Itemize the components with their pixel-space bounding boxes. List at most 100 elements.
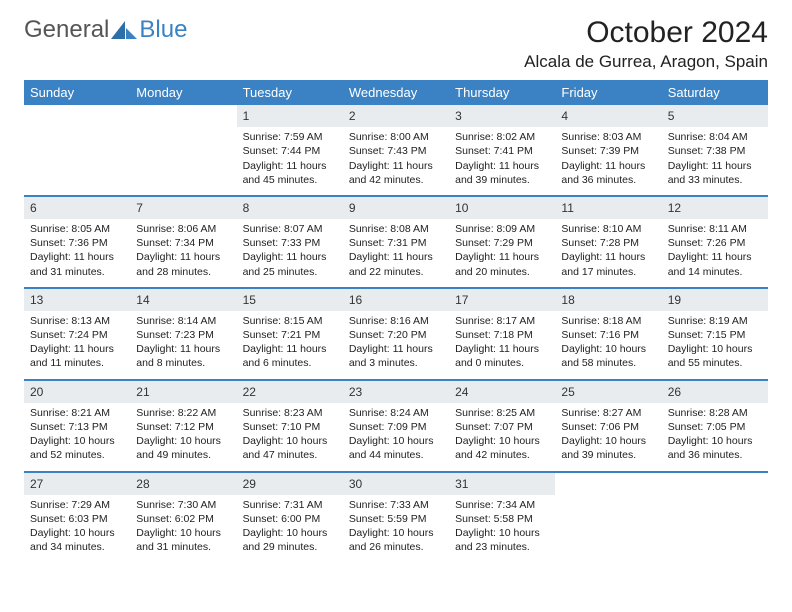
day-number: 23 (343, 381, 449, 403)
sunset-text: Sunset: 6:02 PM (136, 512, 230, 526)
daylight-text: Daylight: 10 hours and 29 minutes. (243, 526, 337, 554)
daylight-text: Daylight: 11 hours and 0 minutes. (455, 342, 549, 370)
sunrise-text: Sunrise: 7:59 AM (243, 130, 337, 144)
day-number: 18 (555, 289, 661, 311)
day-number: 19 (662, 289, 768, 311)
daylight-text: Daylight: 10 hours and 31 minutes. (136, 526, 230, 554)
sunrise-text: Sunrise: 7:33 AM (349, 498, 443, 512)
daylight-text: Daylight: 10 hours and 49 minutes. (136, 434, 230, 462)
day-number: 1 (237, 105, 343, 127)
calendar-day-cell: 6Sunrise: 8:05 AMSunset: 7:36 PMDaylight… (24, 196, 130, 288)
sunrise-text: Sunrise: 8:02 AM (455, 130, 549, 144)
page-header: General Blue October 2024 Alcala de Gurr… (24, 16, 768, 72)
day-number: 6 (24, 197, 130, 219)
sunrise-text: Sunrise: 8:25 AM (455, 406, 549, 420)
calendar-day-cell: 25Sunrise: 8:27 AMSunset: 7:06 PMDayligh… (555, 380, 661, 472)
calendar-day-cell: 21Sunrise: 8:22 AMSunset: 7:12 PMDayligh… (130, 380, 236, 472)
sunset-text: Sunset: 7:31 PM (349, 236, 443, 250)
weekday-header: Thursday (449, 80, 555, 105)
calendar-day-cell: 23Sunrise: 8:24 AMSunset: 7:09 PMDayligh… (343, 380, 449, 472)
day-number: 2 (343, 105, 449, 127)
sunset-text: Sunset: 7:18 PM (455, 328, 549, 342)
sunrise-text: Sunrise: 8:13 AM (30, 314, 124, 328)
calendar-day-cell: 15Sunrise: 8:15 AMSunset: 7:21 PMDayligh… (237, 288, 343, 380)
sunrise-text: Sunrise: 8:22 AM (136, 406, 230, 420)
calendar-day-cell: .. (555, 472, 661, 563)
day-number: 25 (555, 381, 661, 403)
sunset-text: Sunset: 6:03 PM (30, 512, 124, 526)
calendar-day-cell: 12Sunrise: 8:11 AMSunset: 7:26 PMDayligh… (662, 196, 768, 288)
day-number: 3 (449, 105, 555, 127)
sunset-text: Sunset: 7:10 PM (243, 420, 337, 434)
day-details: Sunrise: 7:34 AMSunset: 5:58 PMDaylight:… (449, 495, 555, 563)
day-details: Sunrise: 8:08 AMSunset: 7:31 PMDaylight:… (343, 219, 449, 287)
weekday-header: Saturday (662, 80, 768, 105)
calendar-day-cell: 11Sunrise: 8:10 AMSunset: 7:28 PMDayligh… (555, 196, 661, 288)
daylight-text: Daylight: 11 hours and 11 minutes. (30, 342, 124, 370)
sunrise-text: Sunrise: 8:16 AM (349, 314, 443, 328)
sunrise-text: Sunrise: 8:11 AM (668, 222, 762, 236)
weekday-header: Monday (130, 80, 236, 105)
sunrise-text: Sunrise: 8:05 AM (30, 222, 124, 236)
sunrise-text: Sunrise: 8:15 AM (243, 314, 337, 328)
calendar-day-cell: 22Sunrise: 8:23 AMSunset: 7:10 PMDayligh… (237, 380, 343, 472)
daylight-text: Daylight: 11 hours and 20 minutes. (455, 250, 549, 278)
day-number: 12 (662, 197, 768, 219)
day-number: 4 (555, 105, 661, 127)
day-number: 17 (449, 289, 555, 311)
sunset-text: Sunset: 7:15 PM (668, 328, 762, 342)
calendar-day-cell: 26Sunrise: 8:28 AMSunset: 7:05 PMDayligh… (662, 380, 768, 472)
sunset-text: Sunset: 7:34 PM (136, 236, 230, 250)
day-details: Sunrise: 8:15 AMSunset: 7:21 PMDaylight:… (237, 311, 343, 379)
daylight-text: Daylight: 11 hours and 28 minutes. (136, 250, 230, 278)
sunset-text: Sunset: 7:09 PM (349, 420, 443, 434)
daylight-text: Daylight: 10 hours and 26 minutes. (349, 526, 443, 554)
calendar-day-cell: 24Sunrise: 8:25 AMSunset: 7:07 PMDayligh… (449, 380, 555, 472)
calendar-day-cell: 28Sunrise: 7:30 AMSunset: 6:02 PMDayligh… (130, 472, 236, 563)
day-details: Sunrise: 8:00 AMSunset: 7:43 PMDaylight:… (343, 127, 449, 195)
day-details: Sunrise: 8:25 AMSunset: 7:07 PMDaylight:… (449, 403, 555, 471)
sunset-text: Sunset: 5:58 PM (455, 512, 549, 526)
sunrise-text: Sunrise: 8:00 AM (349, 130, 443, 144)
weekday-header: Sunday (24, 80, 130, 105)
logo-text-general: General (24, 16, 109, 44)
day-details: Sunrise: 8:07 AMSunset: 7:33 PMDaylight:… (237, 219, 343, 287)
day-details: Sunrise: 8:27 AMSunset: 7:06 PMDaylight:… (555, 403, 661, 471)
day-number: 20 (24, 381, 130, 403)
calendar-day-cell: 31Sunrise: 7:34 AMSunset: 5:58 PMDayligh… (449, 472, 555, 563)
sunset-text: Sunset: 7:24 PM (30, 328, 124, 342)
daylight-text: Daylight: 10 hours and 55 minutes. (668, 342, 762, 370)
day-details: Sunrise: 8:10 AMSunset: 7:28 PMDaylight:… (555, 219, 661, 287)
calendar-day-cell: 19Sunrise: 8:19 AMSunset: 7:15 PMDayligh… (662, 288, 768, 380)
sunset-text: Sunset: 7:28 PM (561, 236, 655, 250)
sunset-text: Sunset: 7:29 PM (455, 236, 549, 250)
day-details: Sunrise: 7:33 AMSunset: 5:59 PMDaylight:… (343, 495, 449, 563)
sunrise-text: Sunrise: 8:23 AM (243, 406, 337, 420)
sunrise-text: Sunrise: 8:27 AM (561, 406, 655, 420)
day-number: 26 (662, 381, 768, 403)
sunrise-text: Sunrise: 7:34 AM (455, 498, 549, 512)
sunrise-text: Sunrise: 8:03 AM (561, 130, 655, 144)
daylight-text: Daylight: 10 hours and 58 minutes. (561, 342, 655, 370)
day-details: Sunrise: 8:05 AMSunset: 7:36 PMDaylight:… (24, 219, 130, 287)
daylight-text: Daylight: 11 hours and 17 minutes. (561, 250, 655, 278)
daylight-text: Daylight: 10 hours and 47 minutes. (243, 434, 337, 462)
daylight-text: Daylight: 11 hours and 25 minutes. (243, 250, 337, 278)
daylight-text: Daylight: 11 hours and 14 minutes. (668, 250, 762, 278)
day-number: 8 (237, 197, 343, 219)
day-details: Sunrise: 8:02 AMSunset: 7:41 PMDaylight:… (449, 127, 555, 195)
day-details: Sunrise: 8:09 AMSunset: 7:29 PMDaylight:… (449, 219, 555, 287)
day-details: Sunrise: 8:23 AMSunset: 7:10 PMDaylight:… (237, 403, 343, 471)
sunset-text: Sunset: 7:39 PM (561, 144, 655, 158)
day-number: 22 (237, 381, 343, 403)
day-details: Sunrise: 7:30 AMSunset: 6:02 PMDaylight:… (130, 495, 236, 563)
calendar-table: Sunday Monday Tuesday Wednesday Thursday… (24, 80, 768, 562)
daylight-text: Daylight: 10 hours and 39 minutes. (561, 434, 655, 462)
calendar-week-row: 6Sunrise: 8:05 AMSunset: 7:36 PMDaylight… (24, 196, 768, 288)
title-block: October 2024 Alcala de Gurrea, Aragon, S… (524, 16, 768, 72)
sunrise-text: Sunrise: 8:04 AM (668, 130, 762, 144)
calendar-day-cell: 7Sunrise: 8:06 AMSunset: 7:34 PMDaylight… (130, 196, 236, 288)
calendar-week-row: 27Sunrise: 7:29 AMSunset: 6:03 PMDayligh… (24, 472, 768, 563)
daylight-text: Daylight: 11 hours and 6 minutes. (243, 342, 337, 370)
day-number: 29 (237, 473, 343, 495)
